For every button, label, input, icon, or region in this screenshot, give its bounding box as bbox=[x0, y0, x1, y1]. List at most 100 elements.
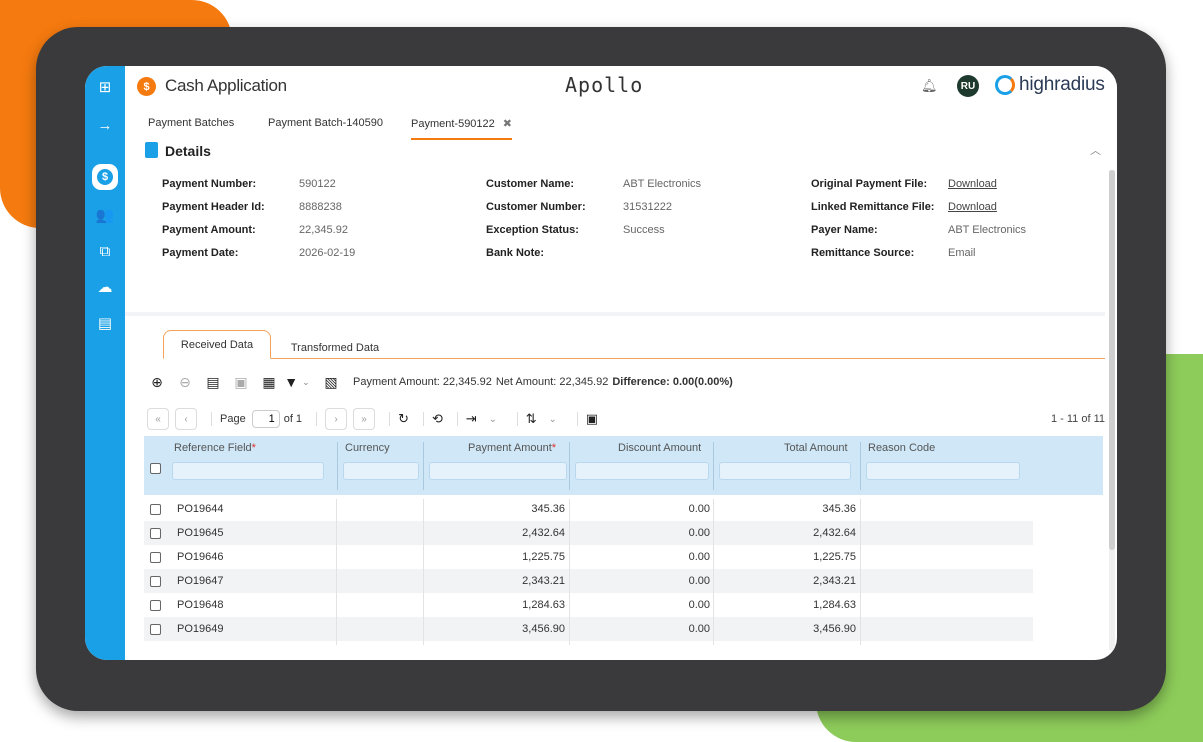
required-mark: * bbox=[251, 442, 256, 454]
cloud-upload-nav-icon[interactable]: ☁ bbox=[97, 279, 113, 296]
history-icon[interactable]: ⟲ bbox=[431, 411, 443, 426]
copy-icon[interactable]: ▤ bbox=[206, 373, 220, 390]
record-range: 1 - 11 of 11 bbox=[1050, 413, 1105, 425]
tab-payment-label: Payment-590122 bbox=[411, 118, 495, 130]
tab-payment-batches[interactable]: Payment Batches bbox=[148, 117, 235, 129]
table-row[interactable]: PO19646 1,225.75 0.00 1,225.75 bbox=[144, 545, 1033, 569]
col-divider bbox=[337, 442, 338, 490]
document-icon bbox=[145, 142, 158, 158]
page-input[interactable]: 1 bbox=[251, 410, 280, 428]
field-value: Email bbox=[948, 247, 976, 259]
cell-discount: 0.00 bbox=[688, 575, 710, 587]
edit-file-icon[interactable]: ▦ bbox=[262, 373, 276, 390]
field-label: Payment Number: bbox=[162, 178, 257, 190]
table-row[interactable]: PO19644 345.36 0.00 345.36 bbox=[144, 497, 1033, 521]
highradius-text: highradius bbox=[1019, 74, 1105, 95]
cell-total: 345.36 bbox=[822, 503, 856, 515]
row-checkbox[interactable] bbox=[150, 600, 161, 611]
next-page-icon[interactable]: › bbox=[325, 408, 348, 430]
export-doc-icon[interactable]: ▧ bbox=[324, 373, 338, 390]
expand-arrow-icon[interactable]: → bbox=[97, 116, 113, 134]
bell-icon[interactable]: 🔔︎ bbox=[921, 78, 938, 93]
tab-payment-batch[interactable]: Payment Batch-140590 bbox=[268, 117, 383, 129]
close-icon[interactable]: ✖ bbox=[502, 118, 512, 130]
filter-input[interactable] bbox=[343, 462, 419, 480]
col-reference-field[interactable]: Reference Field* bbox=[174, 442, 256, 454]
refresh-icon[interactable]: ↻ bbox=[398, 411, 409, 426]
app-screen: ⊞ → $ 👥 ⧉ ☁ ▤ $ Cash Application Apollo … bbox=[85, 66, 1117, 660]
cell-total: 3,456.90 bbox=[813, 623, 856, 635]
cell-payment: 1,225.75 bbox=[522, 551, 565, 563]
cell-total: 1,284.63 bbox=[813, 599, 856, 611]
collapse-chevron-icon[interactable]: ︿ bbox=[1090, 145, 1101, 157]
export-icon[interactable]: ⇥ bbox=[465, 411, 477, 426]
divider bbox=[516, 412, 518, 426]
divider bbox=[456, 412, 458, 426]
section-divider bbox=[125, 312, 1105, 316]
field-value: 22,345.92 bbox=[299, 224, 348, 236]
add-row-icon[interactable]: ⊕ bbox=[151, 373, 163, 390]
field-value: Success bbox=[623, 224, 665, 236]
filter-icon[interactable]: ▼ ⌄ bbox=[284, 374, 310, 390]
row-checkbox[interactable] bbox=[150, 504, 161, 515]
row-checkbox[interactable] bbox=[150, 624, 161, 635]
col-total-amount[interactable]: Total Amount bbox=[784, 442, 848, 454]
cell-reference: PO19645 bbox=[177, 527, 224, 539]
select-all-checkbox[interactable] bbox=[150, 463, 161, 474]
field-label: Remittance Source: bbox=[811, 247, 915, 259]
cash-app-nav-icon[interactable]: $ bbox=[85, 160, 125, 194]
customers-nav-icon[interactable]: 👥 bbox=[95, 207, 115, 224]
highradius-logo: highradius bbox=[995, 74, 1105, 96]
row-checkbox[interactable] bbox=[150, 576, 161, 587]
col-reason-code[interactable]: Reason Code bbox=[868, 442, 936, 454]
save-icon[interactable]: ▣ bbox=[234, 373, 248, 390]
divider bbox=[316, 412, 318, 426]
cell-discount: 0.00 bbox=[688, 623, 710, 635]
cell-discount: 0.00 bbox=[688, 551, 710, 563]
col-payment-amount[interactable]: Payment Amount* bbox=[468, 442, 556, 454]
details-panel: Payment Number: 590122 Payment Header Id… bbox=[125, 164, 1105, 312]
scrollbar-thumb[interactable] bbox=[1109, 170, 1115, 550]
filter-input[interactable] bbox=[866, 462, 1020, 480]
tab-transformed-data[interactable]: Transformed Data bbox=[290, 341, 380, 354]
divider bbox=[389, 412, 391, 426]
col-discount-amount[interactable]: Discount Amount bbox=[618, 442, 702, 454]
table-row[interactable]: PO19649 3,456.90 0.00 3,456.90 bbox=[144, 617, 1033, 641]
tab-received-data[interactable]: Received Data bbox=[163, 330, 271, 359]
filter-input[interactable] bbox=[575, 462, 709, 480]
page-of-label: of 1 bbox=[283, 413, 303, 425]
download-remittance-link[interactable]: Download bbox=[948, 201, 997, 213]
page-label: Page bbox=[220, 413, 246, 425]
row-checkbox[interactable] bbox=[150, 528, 161, 539]
details-title: Details bbox=[165, 143, 211, 159]
prev-page-icon[interactable]: ‹ bbox=[175, 408, 197, 430]
col-line bbox=[423, 499, 424, 645]
payment-amount-summary: Payment Amount: 22,345.92 bbox=[353, 376, 492, 388]
document-nav-icon[interactable]: ▤ bbox=[97, 315, 113, 332]
filter-input[interactable] bbox=[172, 462, 324, 480]
remove-row-icon[interactable]: ⊖ bbox=[179, 373, 191, 390]
save-layout-icon[interactable]: ▣ bbox=[585, 411, 598, 426]
first-page-icon[interactable]: « bbox=[147, 408, 169, 430]
table-row[interactable]: PO19648 1,284.63 0.00 1,284.63 bbox=[144, 593, 1033, 617]
download-original-link[interactable]: Download bbox=[948, 178, 997, 190]
apps-grid-icon[interactable]: ⊞ bbox=[98, 79, 112, 96]
field-label: Payment Header Id: bbox=[162, 201, 265, 213]
filter-input[interactable] bbox=[429, 462, 567, 480]
col-currency[interactable]: Currency bbox=[345, 442, 390, 454]
user-avatar[interactable]: RU bbox=[957, 75, 979, 97]
left-nav-rail: ⊞ → $ 👥 ⧉ ☁ ▤ bbox=[85, 66, 125, 660]
table-row[interactable]: PO19645 2,432.64 0.00 2,432.64 bbox=[144, 521, 1033, 545]
chevron-down-icon[interactable]: ⌄ bbox=[482, 409, 503, 429]
link-nav-icon[interactable]: ⧉ bbox=[99, 242, 111, 260]
sort-icon[interactable]: ⇅ bbox=[525, 411, 537, 426]
row-checkbox[interactable] bbox=[150, 552, 161, 563]
tab-payment[interactable]: Payment-590122 ✖ bbox=[411, 117, 512, 140]
cell-discount: 0.00 bbox=[688, 503, 710, 515]
filter-input[interactable] bbox=[719, 462, 851, 480]
cell-payment: 2,343.21 bbox=[522, 575, 565, 587]
last-page-icon[interactable]: » bbox=[353, 408, 376, 430]
table-row[interactable]: PO19647 2,343.21 0.00 2,343.21 bbox=[144, 569, 1033, 593]
chevron-down-icon[interactable]: ⌄ bbox=[542, 409, 563, 429]
col-divider bbox=[713, 442, 714, 490]
